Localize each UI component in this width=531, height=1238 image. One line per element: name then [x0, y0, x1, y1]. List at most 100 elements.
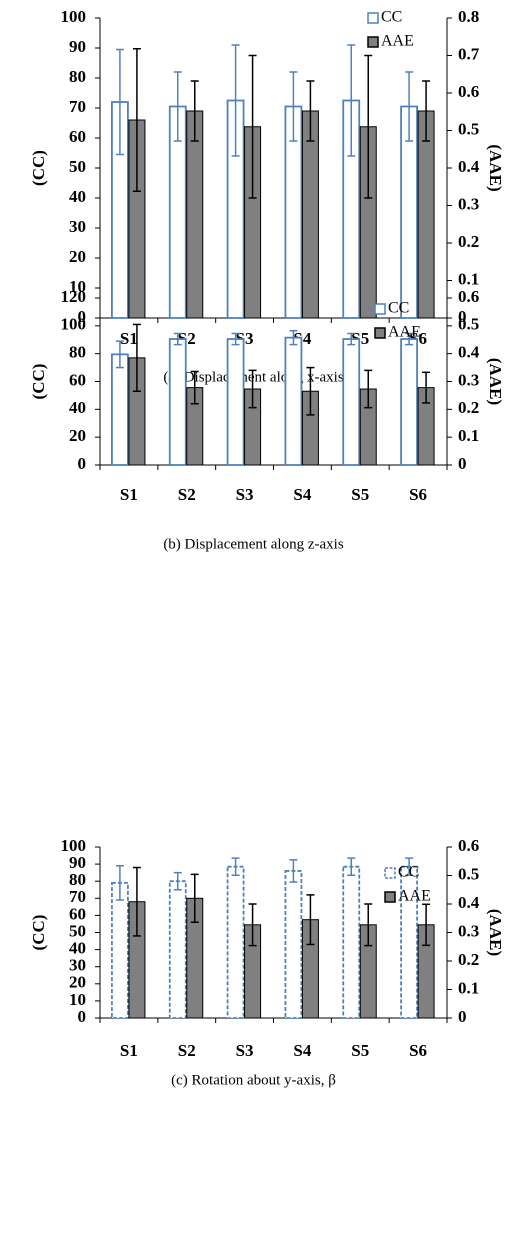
y2-axis-label: (AAE): [486, 144, 505, 191]
y2-axis-label: (AAE): [486, 358, 505, 405]
legend-swatch: [367, 36, 379, 48]
y-tick-label: 120: [61, 287, 87, 306]
legend-label: CC: [388, 300, 409, 317]
legend-label: AAE: [381, 33, 414, 50]
bar: [111, 882, 129, 1019]
y2-tick-label: 0.3: [458, 370, 479, 389]
x-tick-label: S3: [236, 1041, 254, 1060]
y-tick-label: 80: [69, 67, 86, 86]
y2-tick-label: 0.6: [458, 82, 479, 101]
y-tick-label: 10: [69, 990, 86, 1009]
y2-tick-label: 0.2: [458, 232, 479, 251]
y-tick-label: 60: [69, 904, 86, 923]
y-tick-label: 0: [78, 1007, 87, 1026]
y-tick-label: 80: [69, 343, 86, 362]
y-tick-label: 100: [61, 836, 87, 855]
y-tick-label: 70: [69, 887, 86, 906]
y2-tick-label: 0.6: [458, 836, 479, 855]
bar: [226, 338, 245, 466]
x-tick-label: S4: [293, 1041, 311, 1060]
y-tick-label: 40: [69, 187, 86, 206]
legend-label: CC: [381, 9, 402, 26]
y2-tick-label: 0.7: [458, 44, 480, 63]
y-axis-label: (CC): [29, 364, 48, 400]
y-tick-label: 20: [69, 973, 86, 992]
bar: [342, 338, 361, 466]
x-tick-label: S2: [178, 1041, 196, 1060]
legend-swatch: [384, 891, 396, 903]
y-tick-label: 100: [61, 315, 87, 334]
y-tick-label: 0: [78, 307, 87, 326]
y-tick-label: 50: [69, 157, 86, 176]
y2-tick-label: 0.6: [458, 287, 479, 306]
bar: [284, 870, 303, 1019]
x-tick-label: S5: [351, 485, 369, 504]
legend-swatch: [374, 303, 386, 315]
y-tick-label: 30: [69, 956, 86, 975]
y-tick-label: 70: [69, 97, 86, 116]
y2-tick-label: 0.4: [458, 893, 480, 912]
caption: (b) Displacement along z-axis: [163, 536, 344, 552]
y-tick-label: 10: [69, 277, 86, 296]
bar: [168, 338, 187, 466]
y2-tick-label: 0.1: [458, 978, 479, 997]
legend-label: AAE: [398, 888, 431, 905]
legend-label: CC: [398, 864, 419, 881]
y2-tick-label: 0.2: [458, 398, 479, 417]
bar: [226, 865, 245, 1019]
y-tick-label: 60: [69, 370, 86, 389]
legend-swatch: [384, 867, 396, 879]
y2-tick-label: 0.4: [458, 157, 480, 176]
y-tick-label: 20: [69, 426, 86, 445]
y2-tick-label: 0: [458, 307, 467, 326]
bar: [111, 353, 129, 466]
x-tick-label: S1: [120, 329, 138, 348]
y2-tick-label: 0.1: [458, 269, 479, 288]
y-axis-label: (CC): [29, 150, 48, 186]
y-axis-label: (CC): [29, 915, 48, 951]
x-tick-label: S6: [409, 1041, 427, 1060]
x-tick-label: S5: [351, 1041, 369, 1060]
y-tick-label: 60: [69, 127, 86, 146]
y-tick-label: 40: [69, 939, 86, 958]
y2-axis-label: (AAE): [486, 909, 505, 956]
bar: [301, 110, 319, 319]
y-tick-label: 80: [69, 870, 86, 889]
y-tick-label: 100: [61, 7, 87, 26]
y2-tick-label: 0.5: [458, 119, 479, 138]
x-tick-label: S6: [409, 485, 427, 504]
y2-tick-label: 0.2: [458, 950, 479, 969]
y2-tick-label: 0.5: [458, 315, 479, 334]
y2-tick-label: 0.1: [458, 426, 479, 445]
y-tick-label: 40: [69, 398, 86, 417]
x-tick-label: S2: [178, 485, 196, 504]
y2-tick-label: 0: [458, 1007, 467, 1026]
y-tick-label: 90: [69, 853, 86, 872]
x-tick-label: S3: [236, 485, 254, 504]
caption: (a) Displacement along x-axis: [163, 369, 344, 385]
y2-tick-label: 0.8: [458, 7, 479, 26]
legend-swatch: [374, 327, 386, 339]
legend-label: AAE: [388, 324, 421, 341]
y-tick-label: 20: [69, 247, 86, 266]
y-tick-label: 30: [69, 217, 86, 236]
bar: [400, 338, 418, 466]
y2-tick-label: 0: [458, 454, 467, 473]
y2-tick-label: 0.3: [458, 194, 479, 213]
y-tick-label: 50: [69, 921, 86, 940]
x-tick-label: S1: [120, 485, 138, 504]
y-tick-label: 0: [78, 454, 87, 473]
y2-tick-label: 0.4: [458, 343, 480, 362]
bar: [284, 336, 303, 466]
bar: [417, 110, 435, 319]
bar: [186, 110, 204, 319]
bar: [168, 880, 187, 1019]
y-tick-label: 90: [69, 37, 86, 56]
y2-tick-label: 0.5: [458, 864, 479, 883]
y2-tick-label: 0.3: [458, 921, 479, 940]
legend-swatch: [367, 12, 379, 24]
caption: (c) Rotation about y-axis, β: [171, 1072, 336, 1088]
x-tick-label: S4: [293, 485, 311, 504]
bar: [342, 865, 361, 1019]
